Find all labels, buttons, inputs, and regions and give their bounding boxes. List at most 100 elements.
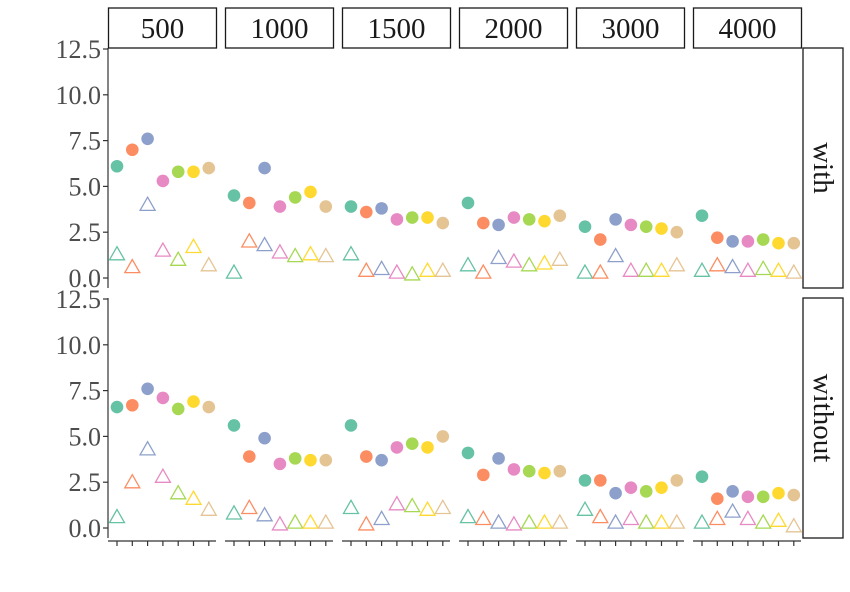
data-point-circle — [126, 143, 139, 157]
data-point-circle — [187, 395, 200, 408]
data-point-circle — [171, 402, 185, 416]
data-point-circle — [492, 218, 505, 232]
data-point-triangle — [591, 508, 609, 524]
data-point-triangle — [739, 261, 757, 277]
data-point-triangle — [520, 256, 538, 272]
data-point-triangle — [505, 252, 523, 268]
panel-without-2000 — [459, 446, 569, 531]
data-point-circle — [421, 441, 434, 454]
data-point-circle — [507, 463, 521, 476]
data-point-triangle — [271, 243, 289, 259]
data-point-triangle — [184, 238, 203, 254]
data-point-triangle — [576, 263, 594, 279]
panel-with-3000 — [576, 213, 686, 279]
row-strip-box — [802, 297, 844, 539]
data-point-circle — [756, 233, 770, 246]
data-point-triangle — [108, 508, 126, 524]
data-point-triangle — [403, 497, 421, 513]
data-point-triangle — [317, 247, 335, 263]
data-point-triangle — [317, 513, 335, 529]
y-tick-label: 7.5 — [69, 377, 102, 406]
data-point-triangle — [474, 263, 492, 279]
data-point-triangle — [225, 504, 243, 520]
data-point-circle — [639, 220, 653, 234]
data-point-triangle — [535, 254, 554, 270]
data-point-circle — [156, 391, 170, 405]
data-point-circle — [156, 174, 170, 188]
data-point-circle — [141, 132, 154, 146]
data-point-circle — [726, 235, 739, 248]
row-strip-without: without — [802, 297, 844, 539]
data-point-circle — [243, 196, 256, 210]
data-point-triangle — [286, 247, 304, 263]
data-point-circle — [538, 466, 551, 480]
data-point-circle — [726, 485, 739, 498]
column-strip-500: 500 — [107, 7, 218, 49]
data-point-triangle — [154, 241, 172, 257]
data-point-circle — [110, 159, 124, 173]
data-point-circle — [655, 222, 668, 235]
data-point-circle — [288, 191, 302, 204]
data-point-triangle — [652, 513, 671, 529]
data-point-triangle — [434, 261, 452, 277]
column-strip-label: 2000 — [485, 13, 543, 45]
data-point-triangle — [434, 499, 452, 515]
data-point-triangle — [668, 513, 686, 529]
data-point-triangle — [622, 261, 640, 277]
panel-without-3000 — [576, 474, 686, 529]
data-point-triangle — [668, 256, 686, 272]
data-point-circle — [772, 486, 785, 500]
data-point-triangle — [754, 513, 772, 529]
data-point-triangle — [154, 467, 172, 483]
data-point-triangle — [637, 513, 655, 529]
column-strips: 500 1000 1500 2000 3000 4000 — [107, 7, 803, 49]
panels — [108, 132, 803, 533]
column-strip-box — [575, 7, 686, 49]
data-point-circle — [553, 464, 567, 478]
data-point-circle — [787, 488, 801, 502]
data-point-circle — [304, 453, 317, 467]
data-point-triangle — [301, 513, 320, 529]
x-axis-1000 — [225, 540, 333, 546]
data-point-triangle — [693, 513, 711, 529]
column-strip-box — [341, 7, 452, 49]
data-point-triangle — [169, 484, 187, 500]
data-point-circle — [624, 218, 638, 232]
data-point-circle — [741, 235, 755, 248]
data-point-triangle — [403, 265, 421, 281]
data-point-triangle — [622, 510, 640, 526]
data-point-triangle — [388, 495, 406, 511]
data-point-triangle — [708, 256, 726, 272]
data-point-circle — [609, 213, 622, 226]
data-point-triangle — [301, 245, 320, 261]
data-point-triangle — [169, 250, 187, 266]
data-point-triangle — [754, 260, 772, 276]
data-point-triangle — [576, 500, 594, 516]
data-point-circle — [578, 220, 592, 234]
panel-without-500 — [108, 382, 218, 524]
data-point-circle — [171, 165, 185, 179]
data-point-triangle — [551, 250, 569, 266]
column-strip-label: 4000 — [719, 13, 777, 45]
data-point-circle — [639, 485, 653, 498]
data-point-triangle — [286, 513, 304, 529]
data-point-circle — [258, 161, 271, 175]
data-point-triangle — [459, 508, 477, 524]
data-point-circle — [258, 431, 271, 445]
data-point-circle — [405, 437, 419, 451]
column-strip-2000: 2000 — [458, 7, 569, 49]
data-point-circle — [695, 470, 709, 484]
data-point-triangle — [138, 440, 157, 456]
panel-with-500 — [108, 132, 218, 274]
row-strip-with: with — [802, 47, 844, 289]
data-point-circle — [126, 398, 139, 412]
data-point-circle — [655, 481, 668, 494]
row-strip-label: with — [807, 142, 839, 194]
y-tick-label: 0.0 — [69, 264, 102, 293]
data-point-circle — [243, 450, 256, 463]
data-point-triangle — [418, 261, 437, 277]
data-point-circle — [110, 400, 124, 414]
data-point-triangle — [123, 258, 141, 274]
data-point-circle — [227, 419, 241, 432]
